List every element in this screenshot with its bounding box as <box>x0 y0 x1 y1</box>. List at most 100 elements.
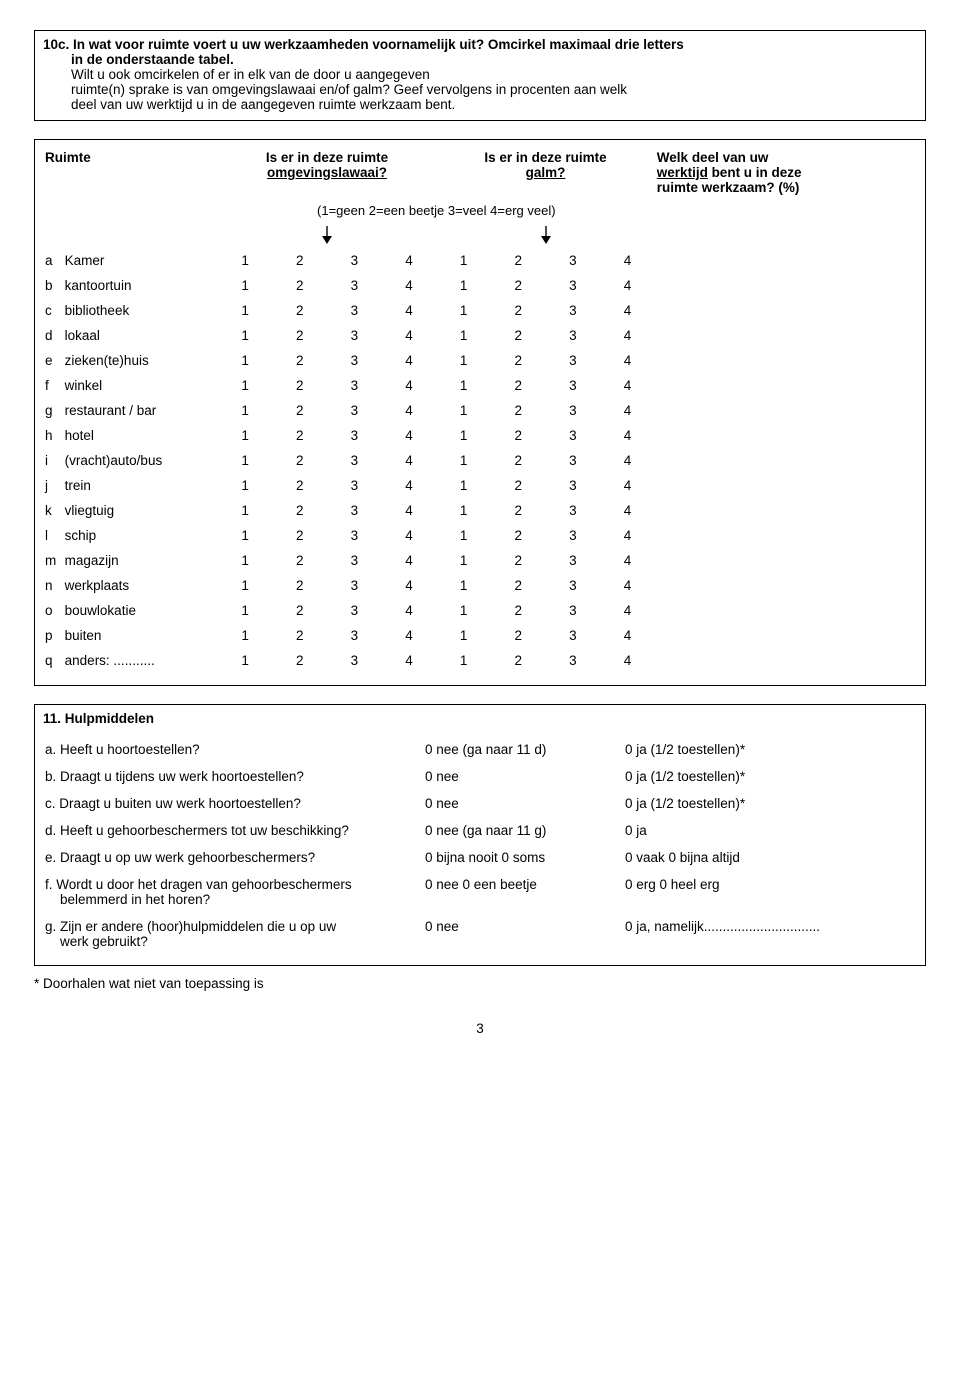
rating-option[interactable]: 3 <box>546 548 601 573</box>
q11-answer-b[interactable]: 0 vaak 0 bijna altijd <box>623 844 917 871</box>
rating-option[interactable]: 2 <box>491 598 546 623</box>
rating-option[interactable]: 4 <box>600 623 655 648</box>
q11-answer-a[interactable]: 0 nee 0 een beetje <box>423 871 623 913</box>
percent-blank[interactable] <box>655 648 917 673</box>
rating-option[interactable]: 2 <box>272 398 327 423</box>
percent-blank[interactable] <box>655 498 917 523</box>
rating-option[interactable]: 3 <box>546 448 601 473</box>
rating-option[interactable]: 3 <box>546 523 601 548</box>
rating-option[interactable]: 4 <box>600 373 655 398</box>
row-letter[interactable]: j <box>43 473 63 498</box>
rating-option[interactable]: 2 <box>491 648 546 673</box>
q11-answer-a[interactable]: 0 nee (ga naar 11 d) <box>423 736 623 763</box>
q11-answer-b[interactable]: 0 erg 0 heel erg <box>623 871 917 913</box>
rating-option[interactable]: 3 <box>327 573 382 598</box>
percent-blank[interactable] <box>655 398 917 423</box>
rating-option[interactable]: 2 <box>272 248 327 273</box>
rating-option[interactable]: 2 <box>272 623 327 648</box>
rating-option[interactable]: 4 <box>382 373 437 398</box>
rating-option[interactable]: 1 <box>436 648 491 673</box>
rating-option[interactable]: 4 <box>600 398 655 423</box>
rating-option[interactable]: 2 <box>491 273 546 298</box>
percent-blank[interactable] <box>655 348 917 373</box>
rating-option[interactable]: 4 <box>382 398 437 423</box>
rating-option[interactable]: 2 <box>272 298 327 323</box>
rating-option[interactable]: 4 <box>382 423 437 448</box>
rating-option[interactable]: 2 <box>491 498 546 523</box>
rating-option[interactable]: 1 <box>218 298 273 323</box>
rating-option[interactable]: 2 <box>491 623 546 648</box>
rating-option[interactable]: 2 <box>272 648 327 673</box>
rating-option[interactable]: 1 <box>436 598 491 623</box>
percent-blank[interactable] <box>655 473 917 498</box>
rating-option[interactable]: 4 <box>600 448 655 473</box>
rating-option[interactable]: 1 <box>218 473 273 498</box>
rating-option[interactable]: 3 <box>327 498 382 523</box>
rating-option[interactable]: 1 <box>218 623 273 648</box>
rating-option[interactable]: 4 <box>382 573 437 598</box>
percent-blank[interactable] <box>655 423 917 448</box>
rating-option[interactable]: 3 <box>546 373 601 398</box>
rating-option[interactable]: 3 <box>546 423 601 448</box>
rating-option[interactable]: 4 <box>600 473 655 498</box>
rating-option[interactable]: 1 <box>436 473 491 498</box>
rating-option[interactable]: 3 <box>327 248 382 273</box>
percent-blank[interactable] <box>655 323 917 348</box>
rating-option[interactable]: 2 <box>272 498 327 523</box>
rating-option[interactable]: 1 <box>436 398 491 423</box>
rating-option[interactable]: 3 <box>546 348 601 373</box>
rating-option[interactable]: 2 <box>491 573 546 598</box>
rating-option[interactable]: 4 <box>382 248 437 273</box>
rating-option[interactable]: 3 <box>327 523 382 548</box>
rating-option[interactable]: 2 <box>491 298 546 323</box>
rating-option[interactable]: 3 <box>546 573 601 598</box>
q11-answer-b[interactable]: 0 ja (1/2 toestellen)* <box>623 790 917 817</box>
rating-option[interactable]: 3 <box>327 373 382 398</box>
rating-option[interactable]: 4 <box>382 548 437 573</box>
rating-option[interactable]: 3 <box>327 473 382 498</box>
rating-option[interactable]: 4 <box>600 298 655 323</box>
rating-option[interactable]: 1 <box>218 548 273 573</box>
q11-answer-b[interactable]: 0 ja <box>623 817 917 844</box>
rating-option[interactable]: 2 <box>272 448 327 473</box>
rating-option[interactable]: 3 <box>327 548 382 573</box>
rating-option[interactable]: 1 <box>218 398 273 423</box>
rating-option[interactable]: 4 <box>382 623 437 648</box>
rating-option[interactable]: 3 <box>327 448 382 473</box>
row-letter[interactable]: l <box>43 523 63 548</box>
rating-option[interactable]: 1 <box>436 273 491 298</box>
q11-answer-b[interactable]: 0 ja (1/2 toestellen)* <box>623 736 917 763</box>
percent-blank[interactable] <box>655 623 917 648</box>
rating-option[interactable]: 3 <box>327 348 382 373</box>
percent-blank[interactable] <box>655 298 917 323</box>
row-letter[interactable]: b <box>43 273 63 298</box>
rating-option[interactable]: 1 <box>436 298 491 323</box>
q11-answer-a[interactable]: 0 bijna nooit 0 soms <box>423 844 623 871</box>
q11-answer-b[interactable]: 0 ja, namelijk..........................… <box>623 913 917 955</box>
rating-option[interactable]: 1 <box>218 498 273 523</box>
rating-option[interactable]: 1 <box>218 648 273 673</box>
row-letter[interactable]: n <box>43 573 63 598</box>
row-letter[interactable]: d <box>43 323 63 348</box>
rating-option[interactable]: 3 <box>546 273 601 298</box>
rating-option[interactable]: 1 <box>218 273 273 298</box>
rating-option[interactable]: 3 <box>327 623 382 648</box>
row-letter[interactable]: o <box>43 598 63 623</box>
rating-option[interactable]: 2 <box>272 323 327 348</box>
rating-option[interactable]: 1 <box>436 523 491 548</box>
rating-option[interactable]: 1 <box>436 498 491 523</box>
rating-option[interactable]: 1 <box>436 573 491 598</box>
rating-option[interactable]: 1 <box>218 248 273 273</box>
rating-option[interactable]: 1 <box>436 373 491 398</box>
rating-option[interactable]: 3 <box>546 623 601 648</box>
rating-option[interactable]: 4 <box>382 498 437 523</box>
rating-option[interactable]: 3 <box>546 298 601 323</box>
row-letter[interactable]: k <box>43 498 63 523</box>
rating-option[interactable]: 4 <box>382 598 437 623</box>
rating-option[interactable]: 3 <box>327 648 382 673</box>
rating-option[interactable]: 1 <box>218 348 273 373</box>
rating-option[interactable]: 2 <box>491 373 546 398</box>
percent-blank[interactable] <box>655 448 917 473</box>
percent-blank[interactable] <box>655 523 917 548</box>
q11-answer-a[interactable]: 0 nee <box>423 763 623 790</box>
